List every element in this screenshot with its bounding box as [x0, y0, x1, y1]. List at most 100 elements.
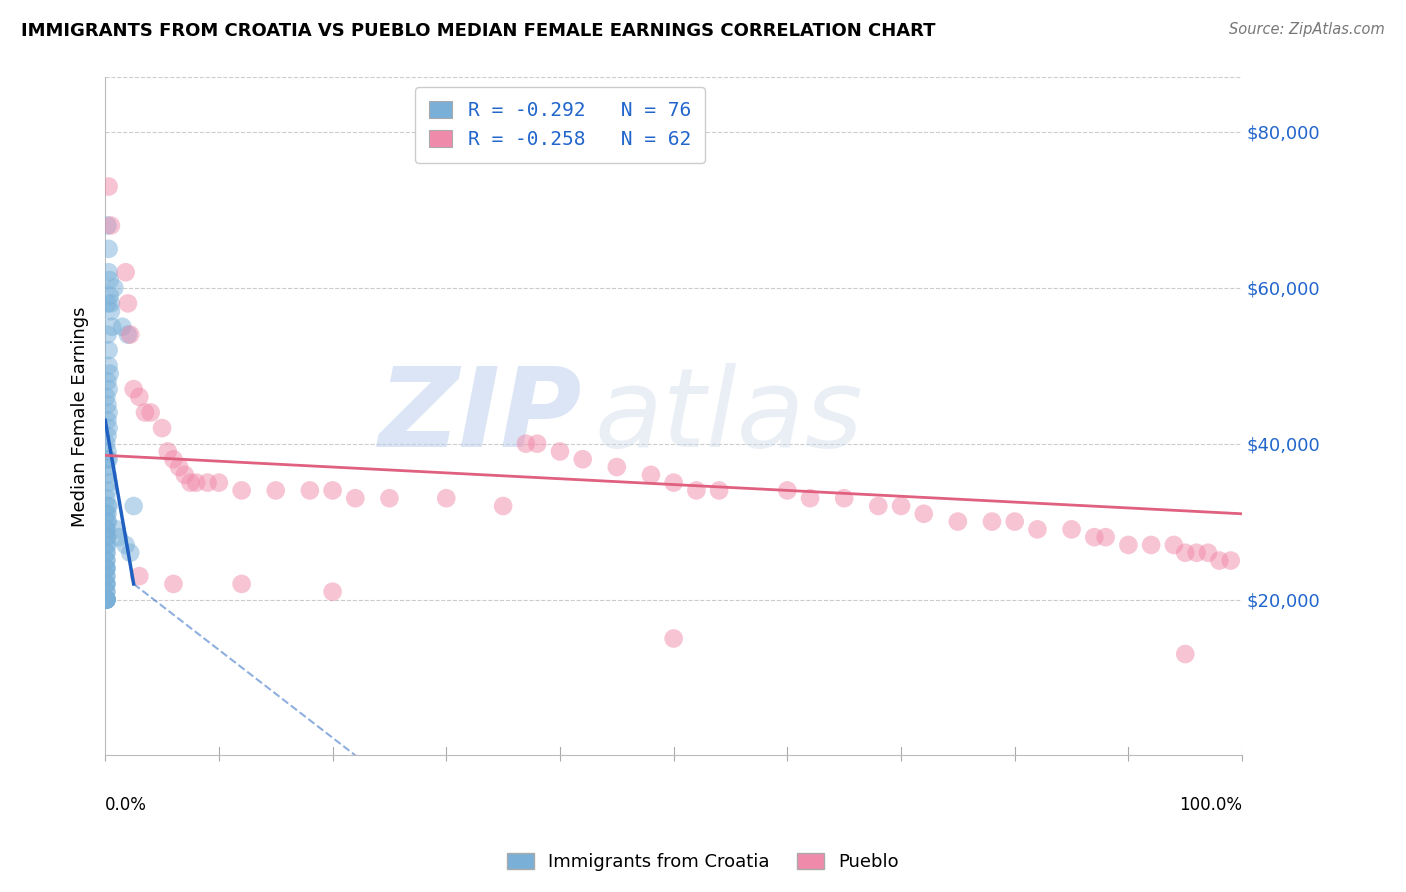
Point	[122, 382, 145, 396]
Point	[96, 592, 118, 607]
Point	[96, 522, 118, 536]
Point	[799, 491, 821, 506]
Point	[96, 499, 118, 513]
Text: ZIP: ZIP	[380, 363, 582, 470]
Point	[179, 475, 201, 490]
Point	[96, 592, 118, 607]
Point	[96, 515, 118, 529]
Point	[97, 382, 120, 396]
Point	[298, 483, 321, 498]
Point	[96, 507, 118, 521]
Point	[96, 577, 118, 591]
Point	[1219, 553, 1241, 567]
Legend: Immigrants from Croatia, Pueblo: Immigrants from Croatia, Pueblo	[499, 846, 907, 879]
Point	[96, 569, 118, 583]
Point	[96, 592, 118, 607]
Point	[114, 538, 136, 552]
Point	[946, 515, 969, 529]
Point	[103, 281, 125, 295]
Point	[97, 179, 120, 194]
Text: atlas: atlas	[595, 363, 863, 470]
Point	[167, 460, 190, 475]
Point	[134, 405, 156, 419]
Point	[526, 436, 548, 450]
Point	[105, 522, 128, 536]
Point	[128, 569, 150, 583]
Point	[96, 584, 118, 599]
Point	[96, 569, 118, 583]
Point	[96, 219, 118, 233]
Point	[96, 553, 118, 567]
Text: 0.0%: 0.0%	[105, 796, 148, 814]
Point	[97, 405, 120, 419]
Point	[96, 413, 118, 427]
Point	[96, 522, 118, 536]
Point	[96, 390, 118, 404]
Point	[96, 592, 118, 607]
Point	[114, 265, 136, 279]
Point	[1174, 647, 1197, 661]
Point	[111, 319, 134, 334]
Point	[776, 483, 799, 498]
Point	[832, 491, 855, 506]
Point	[96, 553, 118, 567]
Point	[120, 327, 142, 342]
Point	[96, 460, 118, 475]
Point	[1163, 538, 1185, 552]
Point	[96, 483, 118, 498]
Point	[100, 304, 122, 318]
Point	[515, 436, 537, 450]
Point	[122, 499, 145, 513]
Text: Source: ZipAtlas.com: Source: ZipAtlas.com	[1229, 22, 1385, 37]
Point	[1118, 538, 1140, 552]
Point	[912, 507, 935, 521]
Point	[96, 592, 118, 607]
Point	[868, 499, 890, 513]
Point	[100, 296, 122, 310]
Point	[1004, 515, 1026, 529]
Point	[96, 538, 118, 552]
Point	[96, 375, 118, 389]
Point	[662, 475, 685, 490]
Point	[96, 561, 118, 575]
Point	[97, 343, 120, 358]
Point	[434, 491, 457, 506]
Point	[120, 546, 142, 560]
Point	[1208, 553, 1230, 567]
Point	[96, 561, 118, 575]
Point	[662, 632, 685, 646]
Point	[97, 452, 120, 467]
Point	[100, 219, 122, 233]
Point	[97, 475, 120, 490]
Point	[1185, 546, 1208, 560]
Point	[322, 584, 344, 599]
Legend: R = -0.292   N = 76, R = -0.258   N = 62: R = -0.292 N = 76, R = -0.258 N = 62	[415, 87, 704, 163]
Point	[96, 592, 118, 607]
Point	[96, 515, 118, 529]
Point	[548, 444, 571, 458]
Point	[162, 452, 184, 467]
Point	[96, 444, 118, 458]
Point	[97, 359, 120, 373]
Point	[1083, 530, 1105, 544]
Point	[96, 467, 118, 482]
Point	[96, 577, 118, 591]
Point	[96, 436, 118, 450]
Point	[96, 577, 118, 591]
Point	[97, 421, 120, 435]
Point	[98, 367, 121, 381]
Point	[890, 499, 912, 513]
Point	[1140, 538, 1163, 552]
Point	[96, 592, 118, 607]
Point	[264, 483, 287, 498]
Point	[1197, 546, 1219, 560]
Point	[1094, 530, 1116, 544]
Point	[96, 530, 118, 544]
Point	[1174, 546, 1197, 560]
Point	[231, 483, 253, 498]
Point	[96, 561, 118, 575]
Point	[156, 444, 179, 458]
Point	[108, 530, 131, 544]
Point	[96, 584, 118, 599]
Point	[96, 538, 118, 552]
